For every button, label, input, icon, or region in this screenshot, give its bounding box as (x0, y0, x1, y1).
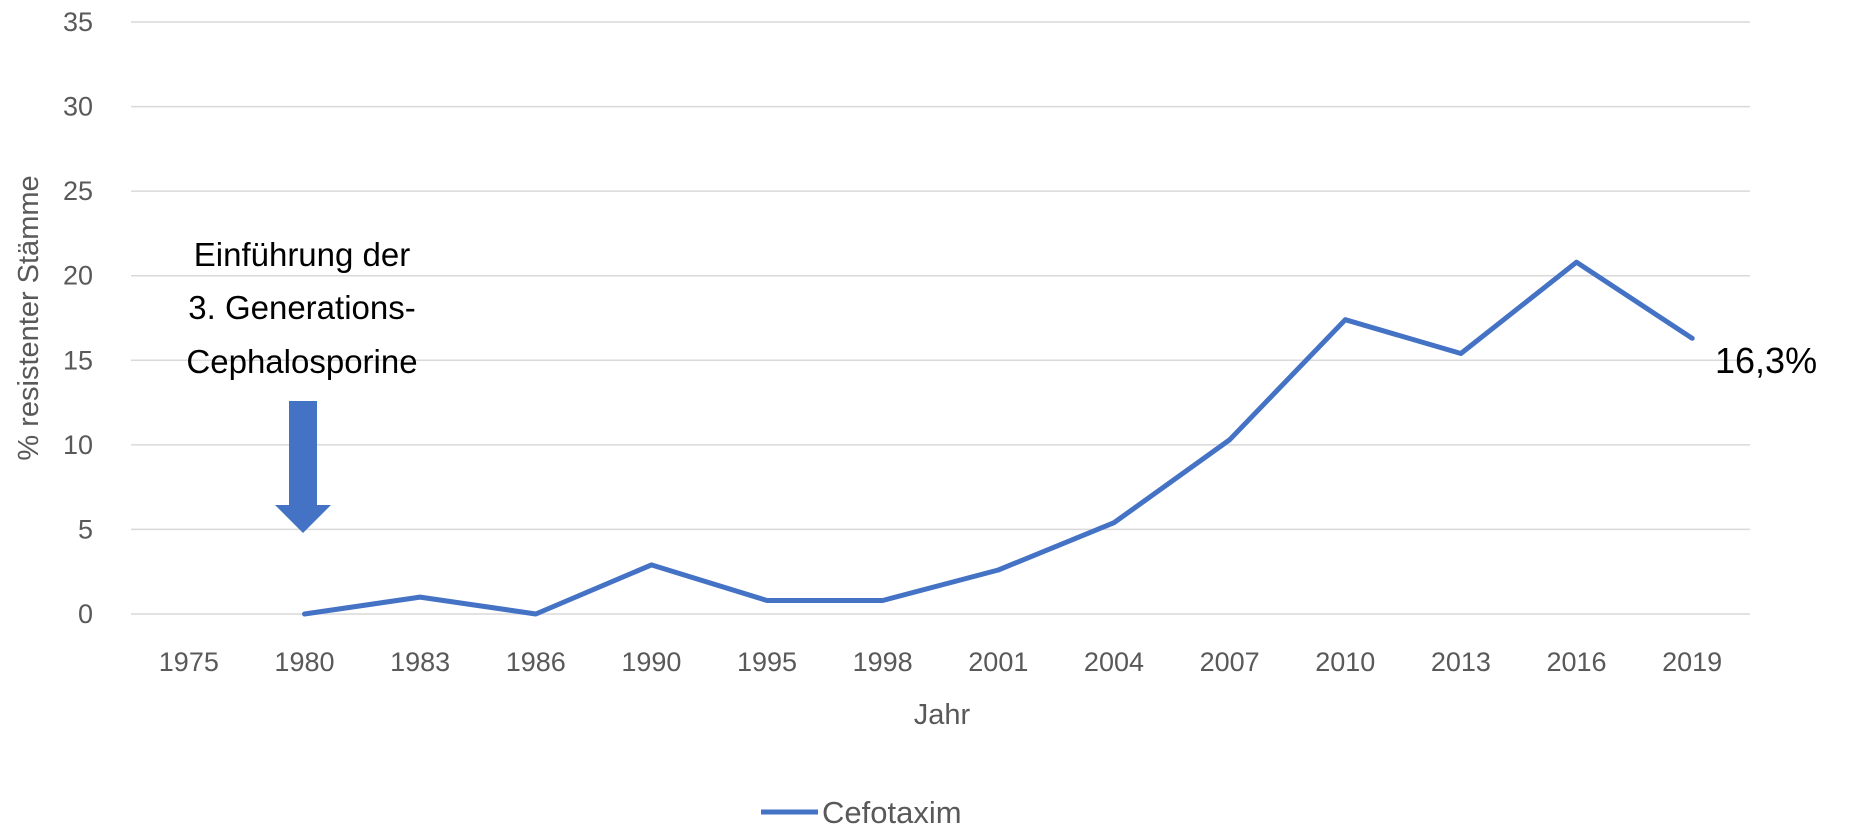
x-tick-label: 1998 (853, 647, 913, 677)
y-tick-label: 5 (78, 514, 93, 544)
legend: Cefotaxim (761, 795, 962, 828)
annotation-line-2: 3. Generations- (188, 289, 415, 326)
y-tick-label: 0 (78, 599, 93, 629)
x-tick-label: 2010 (1315, 647, 1375, 677)
x-axis-ticks: 1975 1980 1983 1986 1990 1995 1998 2001 2004 2007… (159, 647, 1722, 677)
x-tick-label: 1990 (621, 647, 681, 677)
y-tick-label: 20 (63, 261, 93, 291)
y-tick-label: 10 (63, 430, 93, 460)
y-tick-label: 15 (63, 345, 93, 375)
x-tick-label: 1975 (159, 647, 219, 677)
down-arrow-icon (275, 401, 331, 533)
x-tick-label: 1983 (390, 647, 450, 677)
annotation-line-3: Cephalosporine (186, 343, 417, 380)
x-tick-label: 1986 (506, 647, 566, 677)
x-tick-label: 2016 (1546, 647, 1606, 677)
x-tick-label: 1995 (737, 647, 797, 677)
legend-label-cefotaxim: Cefotaxim (822, 795, 962, 828)
series-group (302, 259, 1695, 617)
gridlines (131, 21, 1750, 615)
annotation: Einführung der 3. Generations- Cephalosp… (186, 236, 418, 533)
y-axis-title: % resistenter Stämme (13, 175, 45, 460)
x-tick-label: 2013 (1431, 647, 1491, 677)
x-tick-label: 2019 (1662, 647, 1722, 677)
x-tick-label: 1980 (274, 647, 334, 677)
annotation-line-1: Einführung der (194, 236, 410, 273)
x-axis-title: Jahr (914, 699, 971, 731)
x-tick-label: 2001 (968, 647, 1028, 677)
y-tick-label: 35 (63, 7, 93, 37)
end-value-label: 16,3% (1715, 340, 1817, 381)
series-line-cefotaxim (302, 259, 1695, 617)
x-tick-label: 2007 (1200, 647, 1260, 677)
y-tick-label: 25 (63, 176, 93, 206)
y-axis-ticks: 0 5 10 15 20 25 30 35 (63, 7, 93, 629)
y-tick-label: 30 (63, 92, 93, 122)
x-tick-label: 2004 (1084, 647, 1144, 677)
